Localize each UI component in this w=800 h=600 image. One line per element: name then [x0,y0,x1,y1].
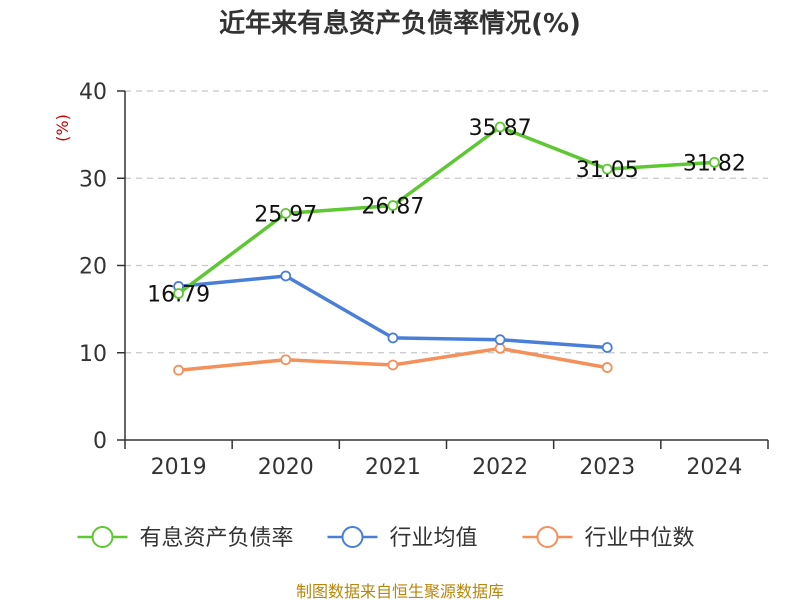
grid-lines [125,90,768,354]
data-point [387,332,399,344]
data-point [280,354,292,366]
y-tick-label: 0 [93,429,107,454]
x-tick-label: 2021 [365,455,421,480]
legend-marker [536,526,559,548]
source-note: 制图数据来自恒生聚源数据库 [296,582,504,600]
y-tick-label: 10 [79,342,107,367]
data-label: 25.97 [254,202,317,227]
data-label: 26.87 [361,195,424,220]
data-point [280,208,292,219]
data-label: 35.87 [469,116,532,141]
x-tick-label: 2024 [686,455,742,480]
x-tick-label: 2020 [258,455,314,480]
data-point [387,359,399,371]
legend-label: 有息资产负债率 [140,526,294,551]
data-labels: 16.79 25.97 26.87 35.87 31.05 31.82 [147,116,746,307]
x-tick-label: 2022 [472,455,528,480]
legend-label: 行业均值 [390,526,478,551]
data-label: 31.05 [576,158,639,183]
data-point [601,163,613,175]
data-label: 16.79 [147,283,210,308]
x-tick-label: 2019 [151,455,207,480]
y-tick-label: 20 [79,255,107,280]
x-tick-label: 2023 [579,455,635,480]
data-point [709,156,720,168]
data-point [494,334,506,346]
y-tick-label: 30 [79,167,107,192]
data-point [387,200,399,211]
legend-marker [91,526,114,548]
legend-label: 行业中位数 [585,526,695,551]
y-axis-unit: (%) [53,114,72,142]
axes: 0 10 20 30 40 2019 2020 2021 2022 2023 2024 [79,80,769,480]
legend: 有息资产负债率 行业均值 行业中位数 [77,526,695,551]
data-point [280,270,292,282]
series-lines [173,121,720,376]
legend-marker [341,526,364,548]
series-line-0 [177,125,715,295]
y-tick-label: 40 [79,80,107,105]
data-point [601,362,613,373]
data-point [601,342,613,353]
data-point [494,121,506,133]
data-point [173,364,184,376]
data-point [494,342,506,354]
data-label: 31.82 [683,151,746,176]
chart-title: 近年来有息资产负债率情况(%) [219,8,581,39]
data-point [173,288,184,299]
